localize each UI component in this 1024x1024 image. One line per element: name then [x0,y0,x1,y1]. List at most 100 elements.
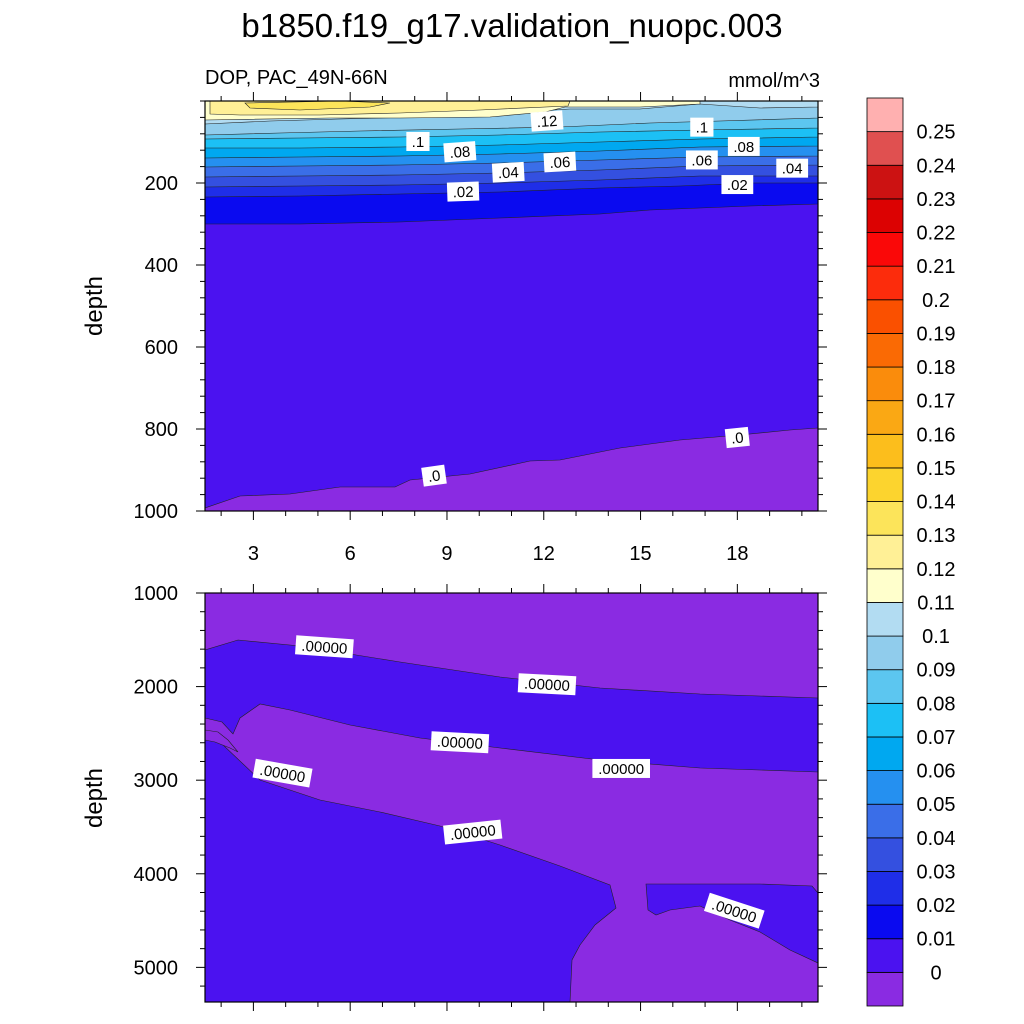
top-contour-label-text: .06 [549,154,571,172]
colorbar-label: 0.12 [917,559,956,581]
bottom-band-right [645,883,818,964]
top-contour-label-text: .1 [412,134,425,151]
colorbar-label: 0.14 [917,492,956,514]
colorbar-label: 0.16 [917,424,956,446]
colorbar-swatch [866,467,904,502]
colorbar-swatch [866,265,904,301]
colorbar-label: 0.05 [917,794,956,816]
bottom-contour-label: .00000 [443,819,503,845]
colorbar-swatch [866,433,904,469]
top-contour-label: .1 [690,117,714,137]
colorbar-label: 0.19 [917,323,956,345]
colorbar-label: 0.21 [917,256,956,278]
top-contour-label: .08 [443,141,477,163]
top-xtick-label: 6 [345,543,356,565]
top-contour-plot [205,101,818,511]
top-contour-label-box [690,117,714,137]
colorbar-swatch [866,736,904,771]
colorbar-swatch [866,232,904,267]
top-ytick-label: 200 [145,173,178,195]
top-contour-label-text: .12 [536,113,558,131]
bottom-contour-label: .00000 [295,635,354,659]
colorbar-swatch [866,938,904,973]
bottom-contour-label: .00000 [592,758,650,778]
bottom-notch [205,729,239,753]
bottom-contour-label-box [252,758,313,788]
colorbar-swatch [866,971,904,1007]
top-contour-label-text: .02 [452,184,473,202]
colorbar-swatch [866,501,904,536]
top-contour-label: .1 [406,132,430,151]
top-contour-label: .0 [724,426,750,449]
colorbar-label: 0.01 [917,929,956,951]
colorbar-swatch [866,602,904,637]
top-band-0 [205,427,818,511]
colorbar-label: 0.13 [917,525,956,547]
top-contour-label-text: .0 [427,467,442,486]
top-xtick-label: 12 [533,543,555,565]
colorbar-label: 0.11 [917,592,954,614]
top-xtick-label: 9 [441,543,452,565]
top-ytick-label: 400 [145,255,178,277]
bottom-ytick-label: 2000 [134,677,179,699]
colorbar-label: 0.17 [917,391,956,413]
top-contour-label-box [727,136,760,156]
top-contour-label-text: .1 [696,120,709,137]
top-contour-label: .0 [421,464,447,487]
top-contour-label-text: .04 [497,164,519,182]
colorbar-label: 0 [930,962,941,984]
bottom-y-axis-title: depth [81,768,108,828]
colorbar-swatch [866,131,904,166]
colorbar-label: 0.2 [922,290,950,312]
bottom-contour-label-box [517,673,577,696]
top-ytick-label: 600 [145,337,178,359]
top-contour-label-box [721,175,754,195]
top-contour-label-text: .02 [727,177,748,194]
colorbar-swatch [866,669,904,704]
top-band-14 [244,101,391,111]
colorbar-label: 0.03 [917,861,956,883]
bottom-ytick-label: 5000 [134,957,179,979]
top-contour-label-text: .04 [782,161,803,178]
bottom-contour-label-text: .00000 [436,734,483,753]
top-contour-label-box [543,151,577,173]
bottom-ytick-label: 4000 [134,864,179,886]
top-contour-label-box [421,464,447,487]
top-contour-label: .02 [721,175,754,195]
top-y-axis-title: depth [81,276,108,336]
bottom-ytick-label: 1000 [134,583,179,605]
colorbar-swatch [866,97,904,133]
bottom-contour-label-box [443,819,503,845]
bottom-contour-plot [205,593,818,1002]
bottom-contour-label: .00000 [252,758,313,788]
colorbar-label: 0.24 [917,155,956,177]
top-contour-label-box [406,132,430,151]
colorbar-swatch [866,534,904,570]
bottom-contour-label-box [592,758,650,778]
colorbar-swatch [866,568,904,603]
top-contour-label-box [530,110,564,132]
top-contour-label-text: .08 [449,144,471,162]
bottom-band-lower [205,737,617,1002]
colorbar-label: 0.15 [917,458,956,480]
top-contour-label: .12 [530,110,564,132]
bottom-contour-label-text: .00000 [524,676,571,695]
colorbar-label: 0.08 [917,693,956,715]
top-contour-label: .06 [543,151,577,173]
colorbar-swatch [866,635,904,671]
top-contour-label-text: .06 [691,152,712,169]
colorbar-swatch [866,770,904,805]
colorbar-swatch [866,702,904,738]
panel-subtitle-left: DOP, PAC_49N-66N [205,67,388,89]
colorbar-label: 0.09 [917,660,956,682]
colorbar-label: 0.23 [917,189,956,211]
top-contour-label: .04 [491,161,525,183]
top-contour-label: .06 [685,150,718,170]
top-xtick-label: 18 [726,543,748,565]
bottom-contour-label-box [430,731,490,754]
colorbar-swatch [866,803,904,839]
top-contour-label-box [443,141,477,163]
top-ytick-label: 800 [145,419,178,441]
colorbar-swatch [866,198,904,233]
